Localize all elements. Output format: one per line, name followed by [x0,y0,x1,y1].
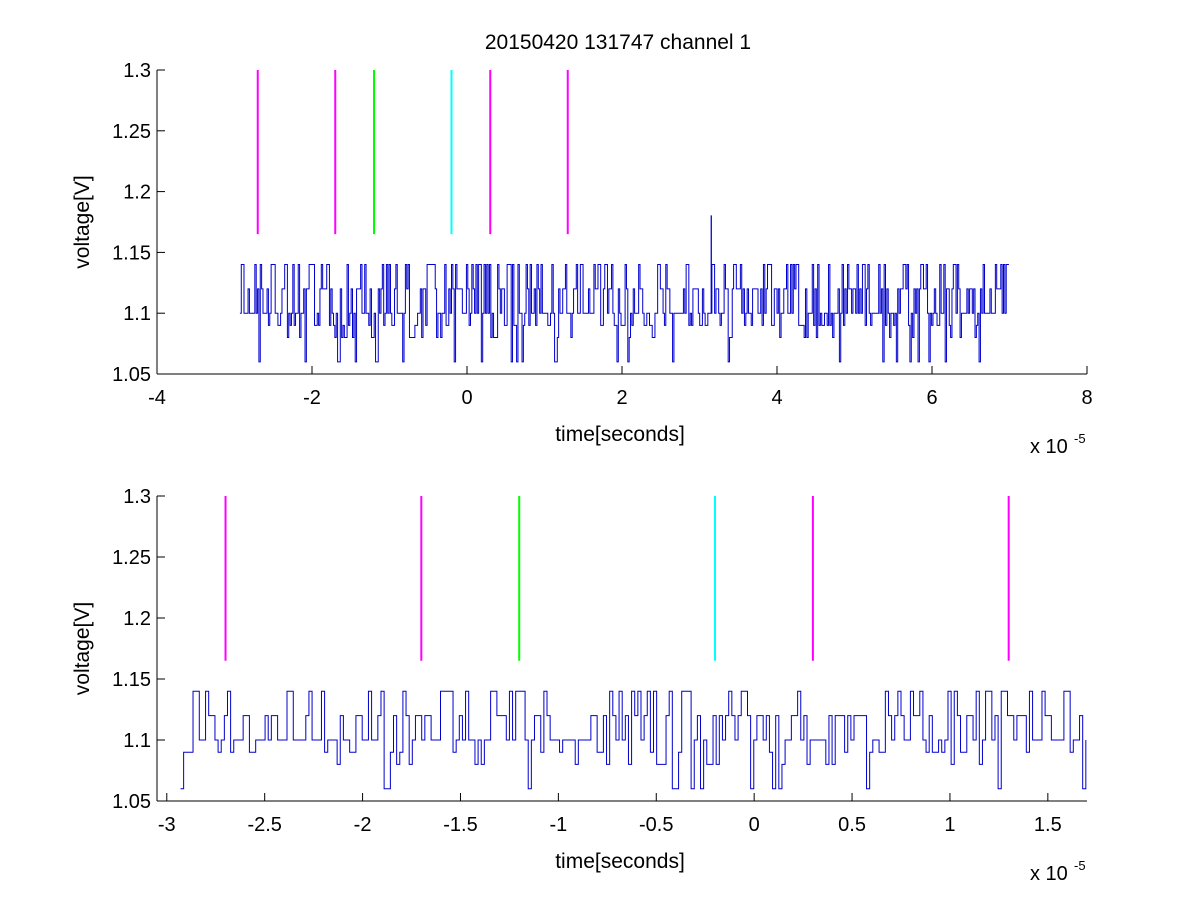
y-tick-label: 1.05 [112,791,151,813]
top-plot: 1.05 1.1 1.15 1.2 1.25 1.3 -4 -2 0 2 4 6 8 time[secon… [71,60,1093,458]
x-tick-label: 4 [771,387,782,409]
x-axis-label: time[seconds] [555,850,685,873]
x-tick-label: -0.5 [639,814,673,836]
y-tick-label: 1.25 [112,121,151,143]
y-axis-label: voltage[V] [71,175,94,268]
x-tick-label: 1 [944,814,955,836]
bottom-plot: 1.05 1.1 1.15 1.2 1.25 1.3 -3 -2.5 -2 -1.5 -1 -0.5 0… [71,486,1087,885]
y-tick-label: 1.3 [123,60,151,82]
x-tick-label: 2 [616,387,627,409]
x-exponent-superscript: -5 [1074,431,1086,446]
y-tick-label: 1.1 [123,303,151,325]
x-exponent-label: x 10 [1030,863,1068,885]
y-axis-label: voltage[V] [71,602,94,695]
x-tick-label: -4 [148,387,166,409]
signal-trace [239,215,1009,363]
x-tick-label: 0 [749,814,760,836]
y-tick-label: 1.15 [112,242,151,264]
x-tick-label: 0 [461,387,472,409]
y-tick-label: 1.25 [112,547,151,569]
y-tick-label: 1.05 [112,364,151,386]
y-tick-label: 1.2 [123,608,151,630]
x-tick-label: 6 [926,387,937,409]
x-tick-label: -2 [354,814,372,836]
y-tick-label: 1.2 [123,182,151,204]
x-tick-label: 1.5 [1034,814,1062,836]
x-tick-label: 0.5 [838,814,866,836]
x-tick-label: 8 [1081,387,1092,409]
x-axis-label: time[seconds] [555,423,685,446]
signal-trace [180,690,1087,790]
x-tick-label: -1 [549,814,567,836]
x-tick-label: -2.5 [247,814,281,836]
x-tick-label: -3 [158,814,176,836]
y-tick-label: 1.3 [123,486,151,508]
y-tick-label: 1.15 [112,669,151,691]
x-exponent-label: x 10 [1030,436,1068,458]
figure-title: 20150420 131747 channel 1 [485,31,751,54]
x-tick-label: -1.5 [443,814,477,836]
x-tick-label: -2 [303,387,321,409]
y-tick-label: 1.1 [123,730,151,752]
x-exponent-superscript: -5 [1074,858,1086,873]
